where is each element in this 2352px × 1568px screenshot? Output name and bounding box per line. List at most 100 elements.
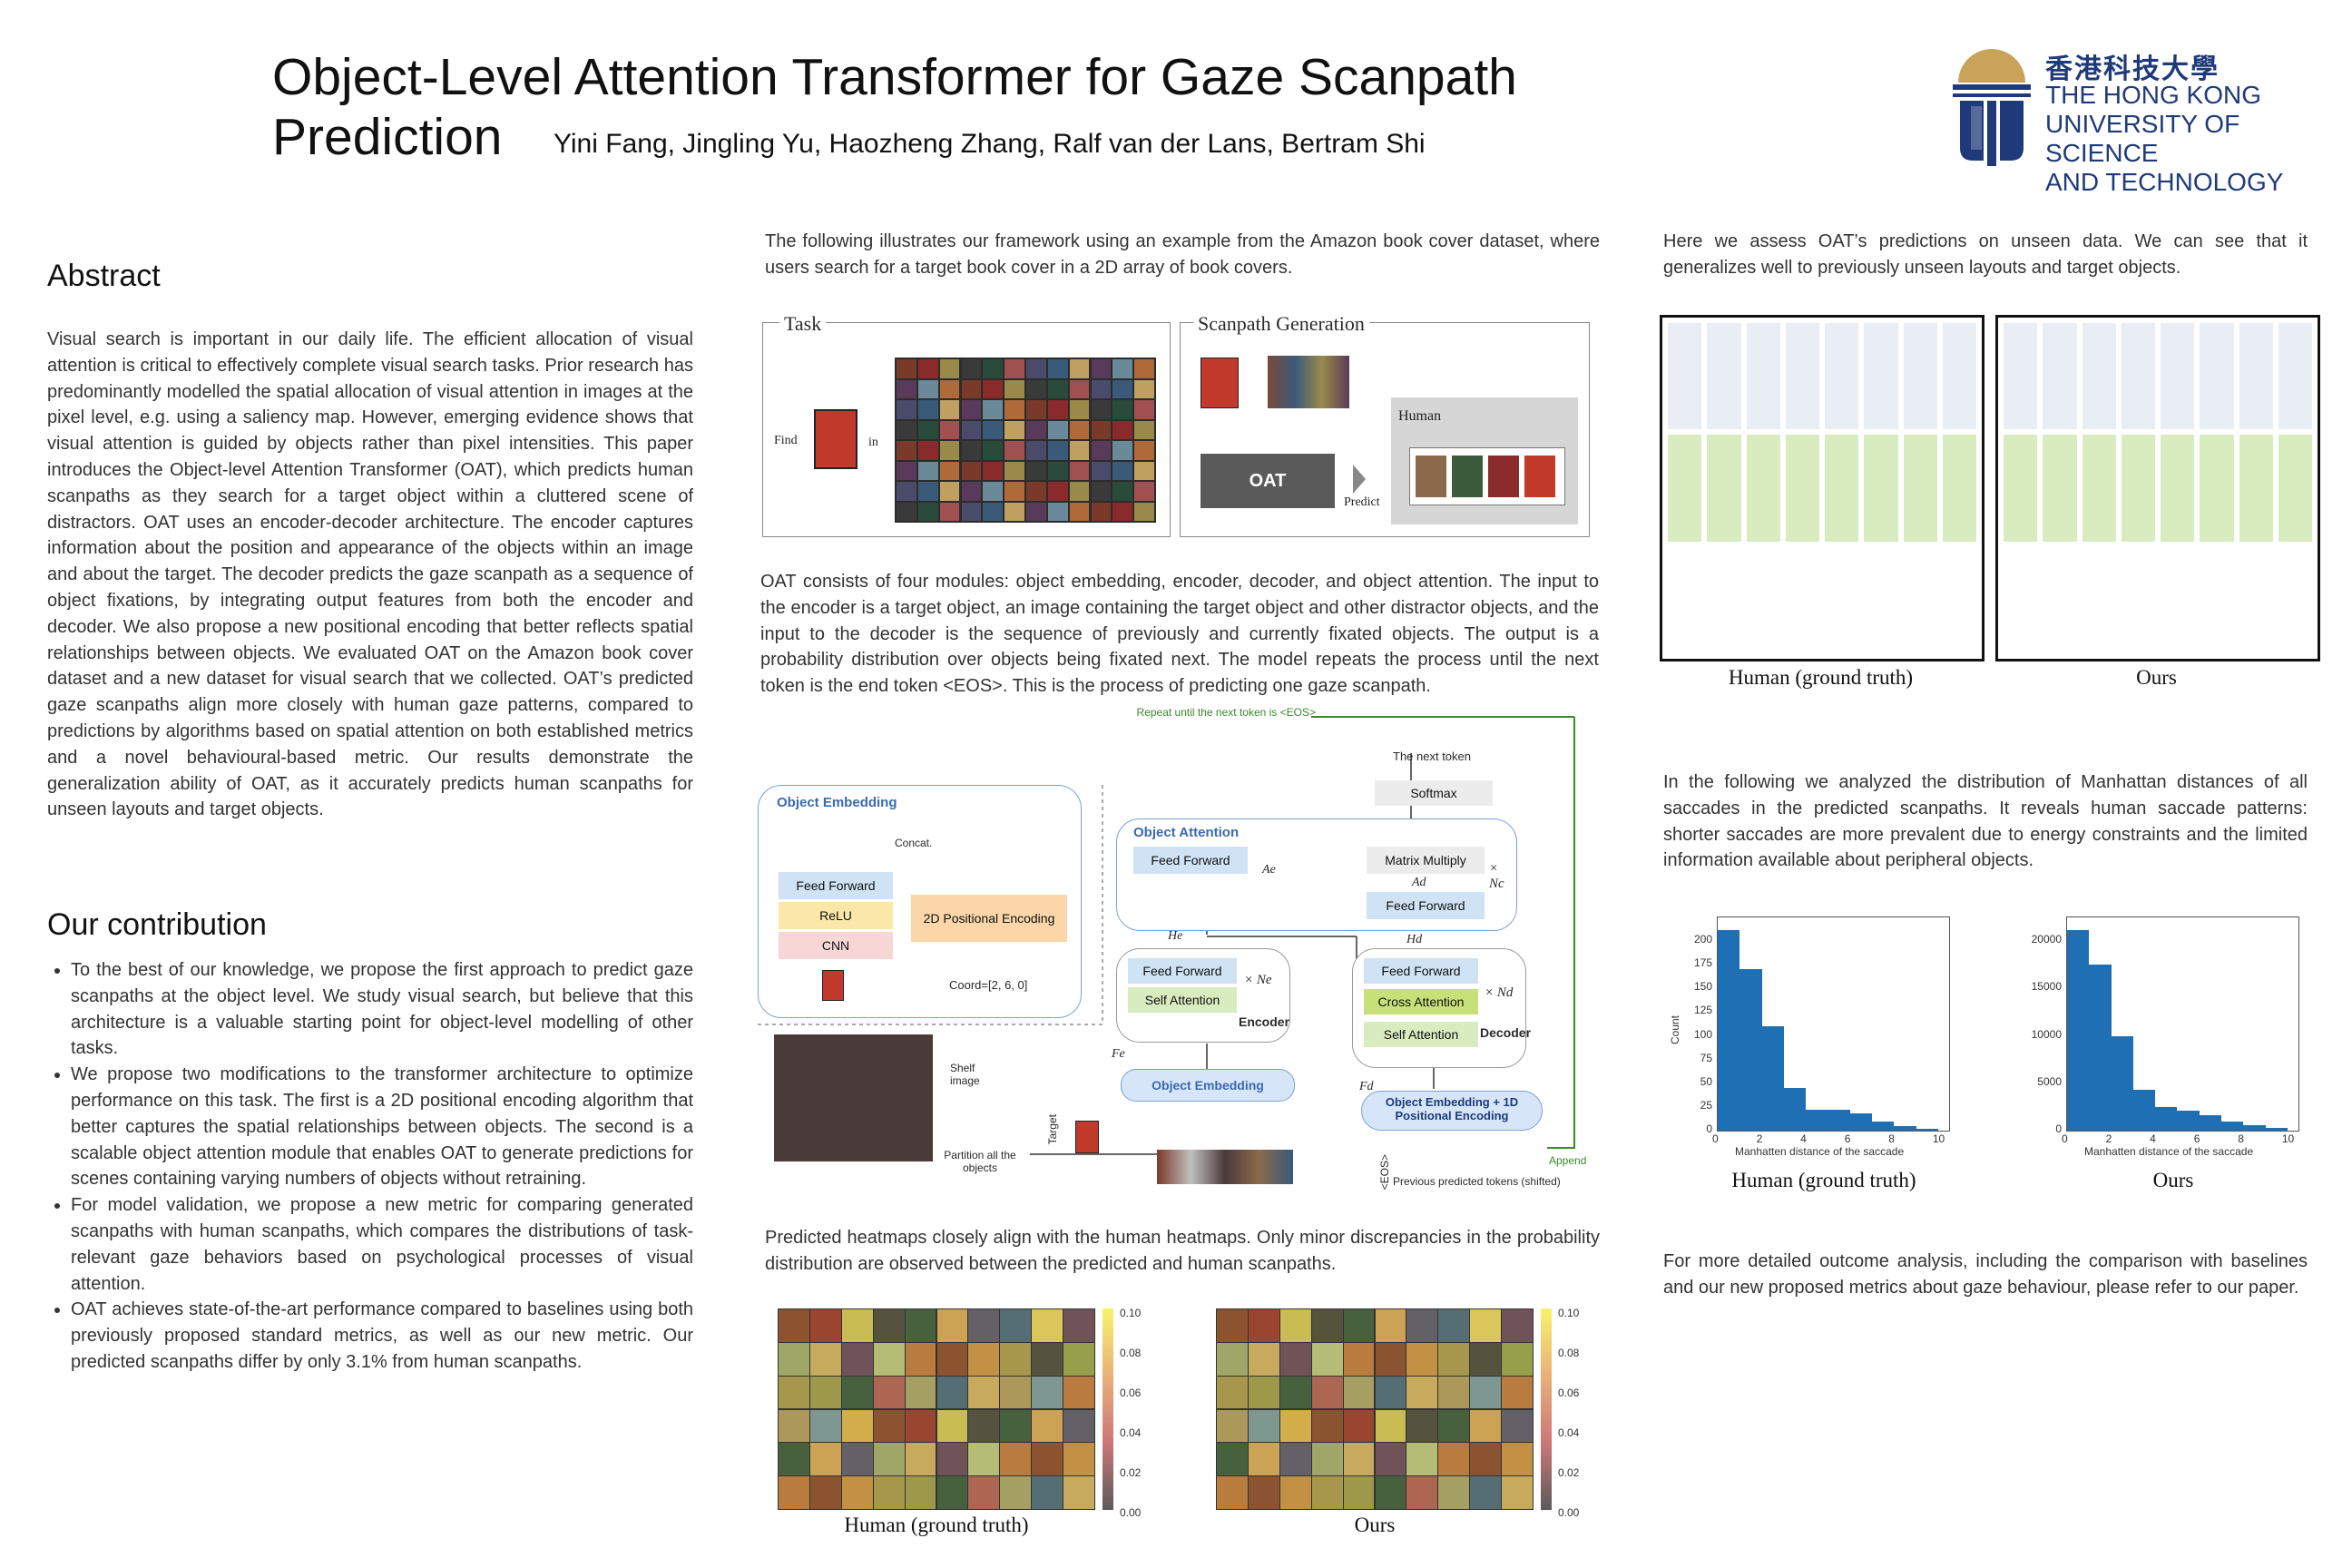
in-label: in <box>868 436 878 449</box>
grid-tile <box>2043 435 2077 542</box>
grid-tile <box>1311 1342 1343 1376</box>
logo-line-3: AND TECHNOLOGY <box>2045 168 2284 196</box>
y-tick-label: 125 <box>1693 1004 1712 1017</box>
grid-tile <box>1026 482 1046 501</box>
grid-tile <box>1032 1342 1063 1376</box>
grid-tile <box>1134 441 1154 460</box>
grid-tile <box>779 1309 809 1342</box>
grid-tile <box>1063 1376 1094 1409</box>
grid-tile <box>1311 1409 1343 1443</box>
positional-encoding-2d-block: 2D Positional Encoding <box>911 895 1067 942</box>
colorbar-tick-label: 0.06 <box>1558 1387 1580 1399</box>
histogram-bar <box>2067 929 2090 1131</box>
grid-tile <box>2278 546 2312 653</box>
grid-tile <box>939 379 960 398</box>
grid-tile <box>1406 1342 1438 1376</box>
cross-attention-block: Cross Attention <box>1364 989 1478 1014</box>
grid-tile <box>1091 359 1112 378</box>
grid-tile <box>1069 359 1090 378</box>
human-scanpath-box: Human <box>1391 397 1578 524</box>
encoder-self-attention-block: Self Attention <box>1128 987 1237 1013</box>
fe-label: Fe <box>1112 1047 1125 1061</box>
x-tick-label: 6 <box>2193 1132 2200 1145</box>
predict-arrow-icon <box>1353 465 1366 494</box>
grid-tile <box>1069 482 1090 501</box>
grid-tile <box>897 461 916 480</box>
grid-tile <box>1343 1342 1375 1376</box>
grid-tile <box>2239 323 2273 430</box>
human-label: Human <box>1398 408 1442 424</box>
manhattan-description: In the following we analyzed the distrib… <box>1663 772 2308 871</box>
grid-tile <box>936 1443 968 1476</box>
colorbar-tick-label: 0.08 <box>1558 1347 1580 1359</box>
grid-tile <box>1004 420 1024 439</box>
grid-tile <box>809 1376 841 1409</box>
grid-tile <box>1942 323 1976 430</box>
grid-tile <box>1112 420 1133 439</box>
author-list: Yini Fang, Jingling Yu, Haozheng Zhang, … <box>554 129 1426 159</box>
ne-label: × Ne <box>1244 973 1272 987</box>
x-tick-label: 8 <box>1888 1132 1895 1145</box>
grid-tile <box>1004 400 1024 419</box>
grid-tile <box>1032 1376 1063 1409</box>
grid-tile <box>936 1342 968 1376</box>
oat-description: OAT consists of four modules: object emb… <box>760 572 1599 697</box>
grid-tile <box>2278 435 2312 542</box>
grid-tile <box>897 441 916 460</box>
grid-tile <box>1032 1443 1063 1476</box>
grid-tile <box>1668 546 1702 653</box>
grid-tile <box>968 1409 1000 1443</box>
grid-tile <box>983 420 1004 439</box>
grid-tile <box>983 400 1004 419</box>
grid-tile <box>1069 461 1090 480</box>
append-label: Append <box>1549 1154 1587 1167</box>
contribution-heading: Our contribution <box>47 907 267 942</box>
grid-tile <box>2239 435 2273 542</box>
grid-tile <box>1279 1476 1311 1509</box>
grid-tile <box>1502 1376 1533 1409</box>
ours-heatmap <box>1216 1308 1534 1510</box>
histogram-caption-ours: Ours <box>2152 1169 2194 1191</box>
scanpath-gen-label: Scanpath Generation <box>1193 312 1369 336</box>
ours-heatmap-colorbar <box>1541 1308 1552 1510</box>
y-tick-label: 20000 <box>2031 933 2062 946</box>
grid-tile <box>1343 1309 1375 1342</box>
task-figure: Task Find in <box>762 312 1171 537</box>
grid-tile <box>1091 400 1112 419</box>
logo-english: THE HONG KONG UNIVERSITY OF SCIENCE AND … <box>2045 81 2332 197</box>
histogram-bar <box>1916 1128 1938 1131</box>
grid-tile <box>939 482 960 501</box>
grid-tile <box>1026 379 1046 398</box>
architecture-diagram: Repeat until the next token is <EOS> The… <box>758 706 1602 1198</box>
decoder-feed-forward-block: Feed Forward <box>1367 892 1485 919</box>
partitioned-objects-strip <box>1157 1150 1293 1184</box>
grid-tile <box>936 1309 968 1342</box>
grid-tile <box>1279 1342 1311 1376</box>
grid-tile <box>841 1409 873 1443</box>
histogram-bar <box>1894 1125 1916 1131</box>
grid-tile <box>917 482 938 501</box>
grid-tile <box>917 502 938 521</box>
grid-tile <box>2121 323 2155 430</box>
task-label: Task <box>779 312 827 336</box>
y-tick-label: 175 <box>1693 956 1712 970</box>
grid-tile <box>779 1376 809 1409</box>
grid-tile <box>1063 1476 1094 1509</box>
grid-tile <box>1375 1376 1406 1409</box>
colorbar-tick-label: 0.04 <box>1120 1426 1142 1439</box>
contribution-item: To the best of our knowledge, we propose… <box>71 957 693 1062</box>
grid-tile <box>961 441 982 460</box>
object-embedding-title: Object Embedding <box>777 795 897 810</box>
grid-tile <box>1668 435 1702 542</box>
grid-tile <box>1000 1476 1032 1509</box>
grid-tile <box>1112 441 1133 460</box>
grid-tile <box>1134 482 1154 501</box>
histogram-bar <box>1783 1088 1807 1131</box>
poster-title: Object-Level Attention Transformer for G… <box>272 48 1517 166</box>
target-thumbnail <box>1200 358 1239 408</box>
grid-tile <box>968 1376 1000 1409</box>
decoder-object-embedding-block: Object Embedding + 1D Positional Encodin… <box>1361 1091 1543 1131</box>
grid-tile <box>2200 546 2234 653</box>
grid-tile <box>1470 1409 1502 1443</box>
histogram-bar <box>1761 1026 1784 1131</box>
